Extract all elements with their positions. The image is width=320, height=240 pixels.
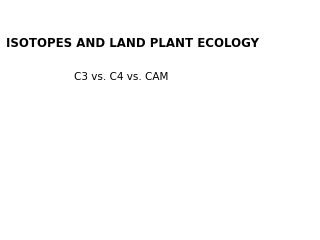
- Text: C3 vs. C4 vs. CAM: C3 vs. C4 vs. CAM: [75, 72, 169, 82]
- Text: ISOTOPES AND LAND PLANT ECOLOGY: ISOTOPES AND LAND PLANT ECOLOGY: [6, 37, 260, 50]
